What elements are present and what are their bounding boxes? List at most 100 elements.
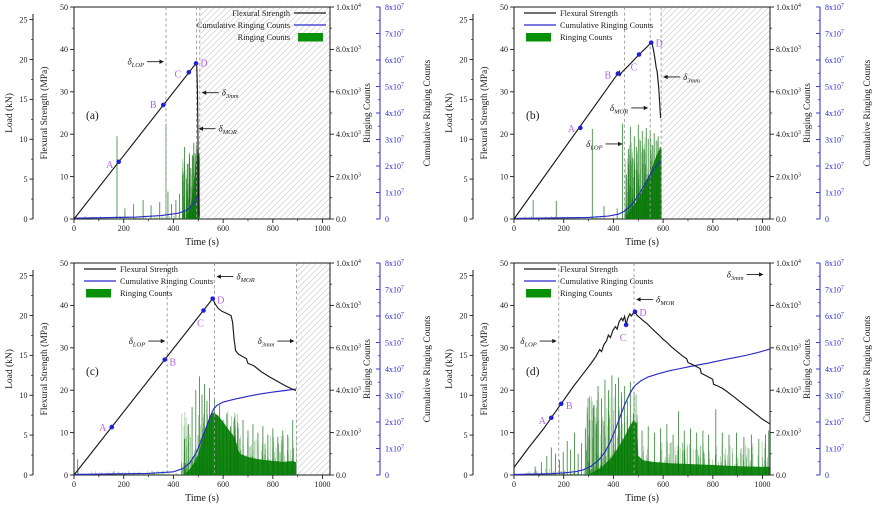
- cumulative-axis: 0 1x107 2x107 3x107 4x107 5x107 6x107 7x107 8x10…: [376, 3, 433, 224]
- ringing-counts-spikes: [77, 376, 297, 475]
- svg-text:400: 400: [167, 480, 179, 489]
- load-axis-title: Load (kN): [444, 93, 455, 133]
- delta-MOR-label: δMOR: [236, 272, 254, 285]
- svg-text:1x107: 1x107: [825, 188, 844, 197]
- delta-3mm-label: δ3mm: [222, 88, 239, 101]
- legend-swatch-ringing: [526, 289, 551, 298]
- marked-points: A B C D: [539, 308, 647, 427]
- svg-text:5x107: 5x107: [825, 338, 844, 347]
- svg-text:0: 0: [385, 471, 389, 480]
- svg-text:15: 15: [460, 351, 468, 360]
- load-axis-title: Load (kN): [4, 93, 15, 133]
- svg-text:7x107: 7x107: [385, 29, 404, 38]
- svg-text:20: 20: [20, 311, 28, 320]
- legend-label-2: Ringing Counts: [560, 289, 612, 298]
- svg-text:1000: 1000: [755, 224, 771, 233]
- svg-text:5: 5: [464, 175, 468, 184]
- panel-d: 0 200 400 600 800 1000 Time (s) 0 10 20 30 40 50 Flex…: [440, 256, 880, 511]
- svg-text:15: 15: [460, 95, 468, 104]
- svg-text:8.0x103: 8.0x103: [336, 301, 361, 310]
- svg-text:40: 40: [60, 301, 68, 310]
- panel-b: 0 200 400 600 800 1000 Time (s) 0 10 20 30 40 50 Flex…: [440, 0, 880, 255]
- point-label-B: B: [150, 100, 157, 111]
- svg-text:600: 600: [657, 480, 669, 489]
- svg-text:4.0x103: 4.0x103: [336, 130, 361, 139]
- svg-text:2.0x103: 2.0x103: [776, 172, 801, 181]
- svg-text:4x107: 4x107: [385, 365, 404, 374]
- point-B: [162, 357, 168, 362]
- cumulative-ringing-curve: [513, 160, 662, 220]
- svg-text:10: 10: [460, 391, 468, 400]
- legend-label-1: Cumulative Ringing Counts: [120, 277, 213, 286]
- svg-text:20: 20: [460, 311, 468, 320]
- svg-text:800: 800: [707, 224, 719, 233]
- svg-text:25: 25: [20, 271, 28, 280]
- svg-text:0: 0: [24, 471, 28, 480]
- panel-letter: (c): [86, 366, 99, 378]
- marked-points: A B C D: [106, 58, 208, 170]
- svg-text:30: 30: [500, 88, 508, 97]
- legend-label-1: Cumulative Ringing Counts: [560, 21, 653, 30]
- flexural-axis: 0 10 20 30 40 50 Flexural Strength (MPa): [39, 259, 74, 480]
- svg-text:6x107: 6x107: [385, 56, 404, 65]
- flexural-strength-curve: [73, 297, 297, 476]
- svg-text:0: 0: [64, 471, 68, 480]
- svg-text:10: 10: [60, 428, 68, 437]
- svg-text:7x107: 7x107: [825, 285, 844, 294]
- cumulative-axis: 0 1x107 2x107 3x107 4x107 5x107 6x107 7x107 8x10…: [816, 3, 873, 224]
- svg-text:2.0x103: 2.0x103: [336, 172, 361, 181]
- svg-text:800: 800: [707, 480, 719, 489]
- panel-a: 0 200 400 600 800 1000 Time (s) 0 10 20 30 40 50 Flex…: [0, 0, 440, 255]
- svg-text:6x107: 6x107: [385, 312, 404, 321]
- svg-text:2.0x103: 2.0x103: [336, 428, 361, 437]
- svg-text:8x107: 8x107: [825, 3, 844, 12]
- svg-text:40: 40: [60, 45, 68, 54]
- svg-text:0: 0: [385, 215, 389, 224]
- point-label-A: A: [106, 160, 114, 171]
- delta-MOR-label: δMOR: [610, 103, 628, 116]
- flexural-axis-title: Flexural Strength (MPa): [39, 323, 50, 416]
- svg-text:3x107: 3x107: [385, 391, 404, 400]
- x-axis-title: Time (s): [625, 237, 659, 248]
- flexural-axis: 0 10 20 30 40 50 Flexural Strength (MPa): [479, 259, 514, 480]
- svg-text:400: 400: [607, 224, 619, 233]
- svg-text:2.0x103: 2.0x103: [776, 428, 801, 437]
- cumulative-ringing-curve: [73, 388, 296, 476]
- point-label-A: A: [539, 416, 547, 427]
- ringing-counts-spikes: [75, 123, 200, 219]
- svg-text:20: 20: [60, 386, 68, 395]
- svg-text:8.0x103: 8.0x103: [776, 301, 801, 310]
- svg-text:40: 40: [500, 301, 508, 310]
- svg-text:0: 0: [464, 471, 468, 480]
- svg-text:0: 0: [512, 480, 516, 489]
- svg-text:4x107: 4x107: [825, 365, 844, 374]
- panel-c: 0 200 400 600 800 1000 Time (s) 0 10 20 30 40 50 Flex…: [0, 256, 440, 511]
- legend-label-1: Cumulative Ringing Counts: [197, 21, 290, 30]
- svg-text:10: 10: [20, 135, 28, 144]
- svg-text:7x107: 7x107: [825, 29, 844, 38]
- flexural-axis: 0 10 20 30 40 50 Flexural Strength (MPa): [39, 3, 74, 224]
- point-A: [109, 424, 115, 430]
- svg-text:7x107: 7x107: [385, 285, 404, 294]
- ringing-counts-spikes: [515, 123, 662, 219]
- cumulative-axis-title: Cumulative Ringing Counts: [423, 59, 433, 166]
- svg-text:1.0x104: 1.0x104: [776, 259, 801, 268]
- flexural-strength-curve: [513, 310, 771, 468]
- svg-text:8.0x103: 8.0x103: [336, 45, 361, 54]
- svg-text:5x107: 5x107: [385, 338, 404, 347]
- svg-text:10: 10: [460, 135, 468, 144]
- svg-text:25: 25: [20, 15, 28, 24]
- x-axis: 0 200 400 600 800 1000 Time (s): [512, 219, 771, 248]
- ringing-axis: 0.0 2.0x103 4.0x103 6.0x103 8.0x103 1.0x104 Ri…: [330, 259, 373, 480]
- point-A: [548, 415, 554, 421]
- x-axis-title: Time (s): [625, 493, 659, 504]
- svg-text:20: 20: [20, 55, 28, 64]
- ringing-axis-title: Ringing Counts: [363, 339, 373, 399]
- delta-3mm-label: δ3mm: [258, 336, 275, 349]
- point-B: [558, 401, 564, 407]
- panel-letter: (d): [526, 366, 540, 378]
- point-C: [636, 52, 642, 57]
- cumulative-ringing-curve: [73, 193, 200, 219]
- svg-text:6x107: 6x107: [825, 56, 844, 65]
